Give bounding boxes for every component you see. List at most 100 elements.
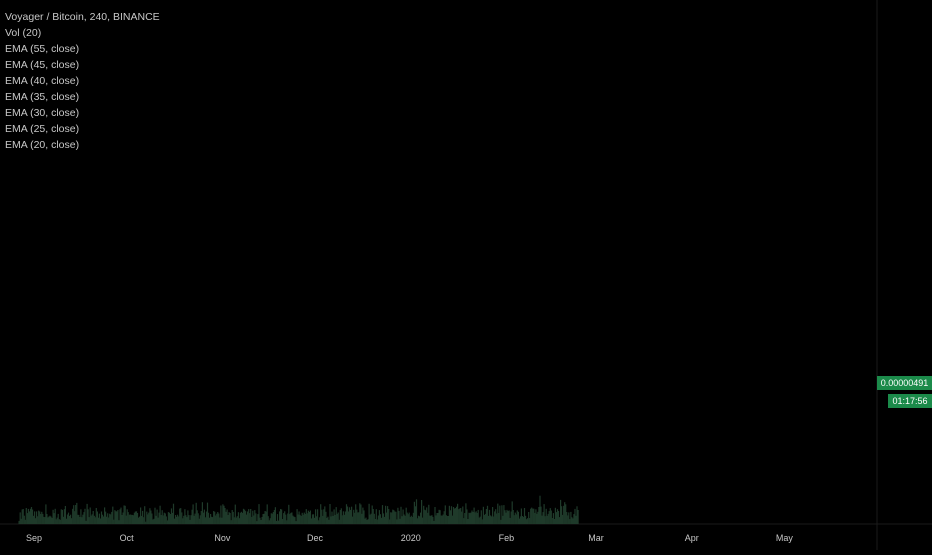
volume-bar [573, 514, 575, 524]
time-tick-label: Feb [499, 533, 515, 543]
indicator-ema-40[interactable]: EMA (40, close) [5, 75, 80, 87]
volume-bar [180, 508, 182, 524]
symbol-title[interactable]: Voyager / Bitcoin, 240, BINANCE [5, 11, 160, 23]
volume-bar [189, 519, 191, 524]
indicator-volume[interactable]: Vol (20) [5, 27, 42, 39]
volume-bar [343, 514, 345, 524]
volume-bar [322, 515, 324, 524]
volume-bar [25, 508, 27, 524]
volume-bar [288, 504, 290, 524]
volume-bar [169, 514, 171, 524]
indicator-ema-55[interactable]: EMA (55, close) [5, 43, 80, 55]
volume-bar [507, 511, 509, 524]
chart-legend: Voyager / Bitcoin, 240, BINANCE Vol (20)… [5, 9, 160, 153]
volume-bar [182, 518, 184, 524]
volume-bar [338, 519, 340, 524]
volume-bar [397, 507, 399, 524]
volume-bar [413, 501, 415, 524]
indicator-ema-45[interactable]: EMA (45, close) [5, 59, 80, 71]
volume-bar [375, 509, 377, 524]
volume-bar [426, 507, 428, 524]
volume-bar [193, 515, 195, 524]
volume-bar [378, 510, 380, 524]
volume-bar [395, 511, 397, 524]
indicator-ema-20[interactable]: EMA (20, close) [5, 139, 80, 151]
volume-bar [99, 518, 101, 524]
volume-bar [195, 502, 197, 524]
volume-bar [156, 509, 158, 524]
volume-bar [407, 514, 409, 524]
volume-bar [127, 512, 129, 524]
volume-bar [292, 515, 294, 524]
volume-bar [420, 512, 422, 524]
volume-bar [328, 519, 330, 524]
volume-bar [509, 517, 511, 524]
volume-bar [256, 521, 258, 524]
volume-bar [566, 512, 568, 524]
volume-bar [326, 518, 328, 524]
volume-bar [443, 511, 445, 524]
volume-bar [108, 517, 110, 524]
volume-bar [69, 515, 71, 524]
volume-bar [560, 499, 562, 524]
volume-bar [177, 514, 179, 524]
volume-bar [101, 514, 104, 524]
volume-bar [404, 515, 406, 524]
volume-bar [80, 509, 82, 524]
volume-bar [191, 509, 193, 524]
volume-bar [334, 514, 336, 524]
volume-bar [564, 502, 566, 524]
volume-bar [128, 514, 130, 524]
volume-bar [556, 509, 559, 524]
indicator-ema-25[interactable]: EMA (25, close) [5, 123, 80, 135]
volume-bar [410, 515, 412, 524]
volume-bar [81, 517, 83, 524]
volume-bar [88, 517, 90, 524]
volume-bar [464, 513, 466, 524]
volume-bar [241, 512, 244, 524]
volume-bar [360, 504, 362, 524]
last-price-badge: 0.00000491 [877, 376, 932, 390]
volume-bar [307, 510, 309, 524]
indicator-ema-30[interactable]: EMA (30, close) [5, 107, 80, 119]
volume-bar [249, 513, 251, 524]
volume-bar [37, 516, 39, 524]
volume-bar [44, 517, 46, 524]
volume-bar [50, 516, 52, 524]
volume-bar [96, 511, 98, 524]
volume-bar [294, 517, 296, 524]
volume-bar [226, 509, 228, 524]
volume-bar [405, 507, 407, 524]
volume-bar [106, 516, 108, 524]
volume-bar [415, 499, 418, 524]
volume-bar [308, 512, 310, 524]
volume-bar [476, 513, 478, 524]
volume-bar [261, 517, 263, 524]
volume-bar [162, 515, 164, 524]
volume-bar [358, 512, 360, 524]
volume-bar [406, 512, 408, 524]
volume-bar [361, 513, 363, 524]
volume-bar [381, 505, 384, 524]
volume-bar [259, 517, 261, 524]
volume-bar [109, 513, 111, 524]
volume-bar [383, 516, 386, 524]
volume-bar [497, 503, 499, 524]
volume-bar [538, 507, 540, 524]
time-axis[interactable]: Sep Oct Nov Dec 2020 Feb Mar Apr May [26, 533, 793, 543]
volume-bar [434, 507, 436, 524]
volume-bar [477, 509, 479, 524]
volume-bar [214, 511, 216, 524]
volume-bar [331, 511, 333, 524]
volume-bar [203, 509, 205, 524]
indicator-ema-35[interactable]: EMA (35, close) [5, 91, 80, 103]
volume-bar [565, 504, 567, 524]
volume-bar [336, 513, 338, 524]
time-tick-label: Sep [26, 533, 42, 543]
volume-bar [46, 514, 48, 524]
volume-bar [487, 515, 490, 524]
volume-bar [306, 513, 308, 524]
volume-bar [277, 520, 280, 524]
